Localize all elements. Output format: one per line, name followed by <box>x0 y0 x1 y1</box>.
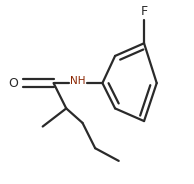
Text: NH: NH <box>70 76 86 86</box>
Text: O: O <box>8 77 18 90</box>
Text: F: F <box>140 5 148 18</box>
